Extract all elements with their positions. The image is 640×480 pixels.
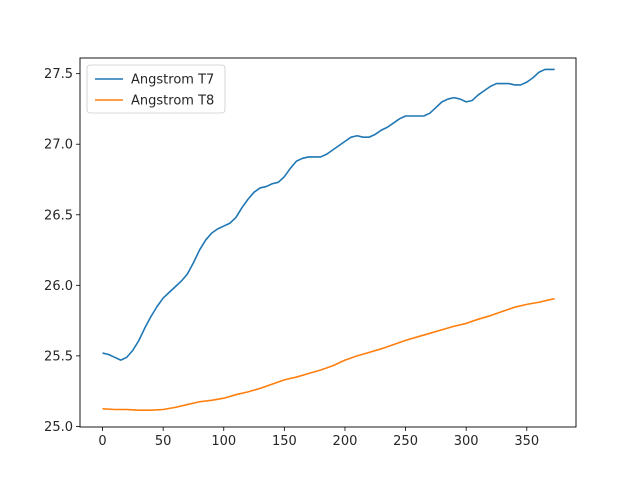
x-tick-label: 250 [393,434,418,449]
y-tick-label: 27.5 [44,67,73,82]
legend-label-2: Angstrom T8 [131,94,214,109]
y-tick-label: 25.0 [44,420,73,435]
x-tick-label: 200 [333,434,358,449]
legend-label-1: Angstrom T7 [131,73,214,88]
legend-box [86,64,226,114]
x-tick-label: 0 [98,434,106,449]
x-tick-label: 100 [211,434,236,449]
x-tick-label: 350 [514,434,539,449]
x-tick-label: 50 [155,434,172,449]
y-tick-label: 26.0 [44,279,73,294]
series-line-2 [102,297,555,412]
y-tick-label: 25.5 [44,349,73,364]
axis-ticks: 0 50 100 150 200 250 300 350 25.0 25.5 26.0 26.5 27.… [44,67,539,449]
axes-frame [79,57,577,428]
x-tick-label: 150 [272,434,297,449]
y-tick-label: 27.0 [44,138,73,153]
y-tick-label: 26.5 [44,208,73,223]
series-line-1 [102,68,555,361]
legend: Angstrom T7 Angstrom T8 [86,64,226,114]
x-tick-label: 300 [454,434,479,449]
plot-lines [102,68,555,412]
